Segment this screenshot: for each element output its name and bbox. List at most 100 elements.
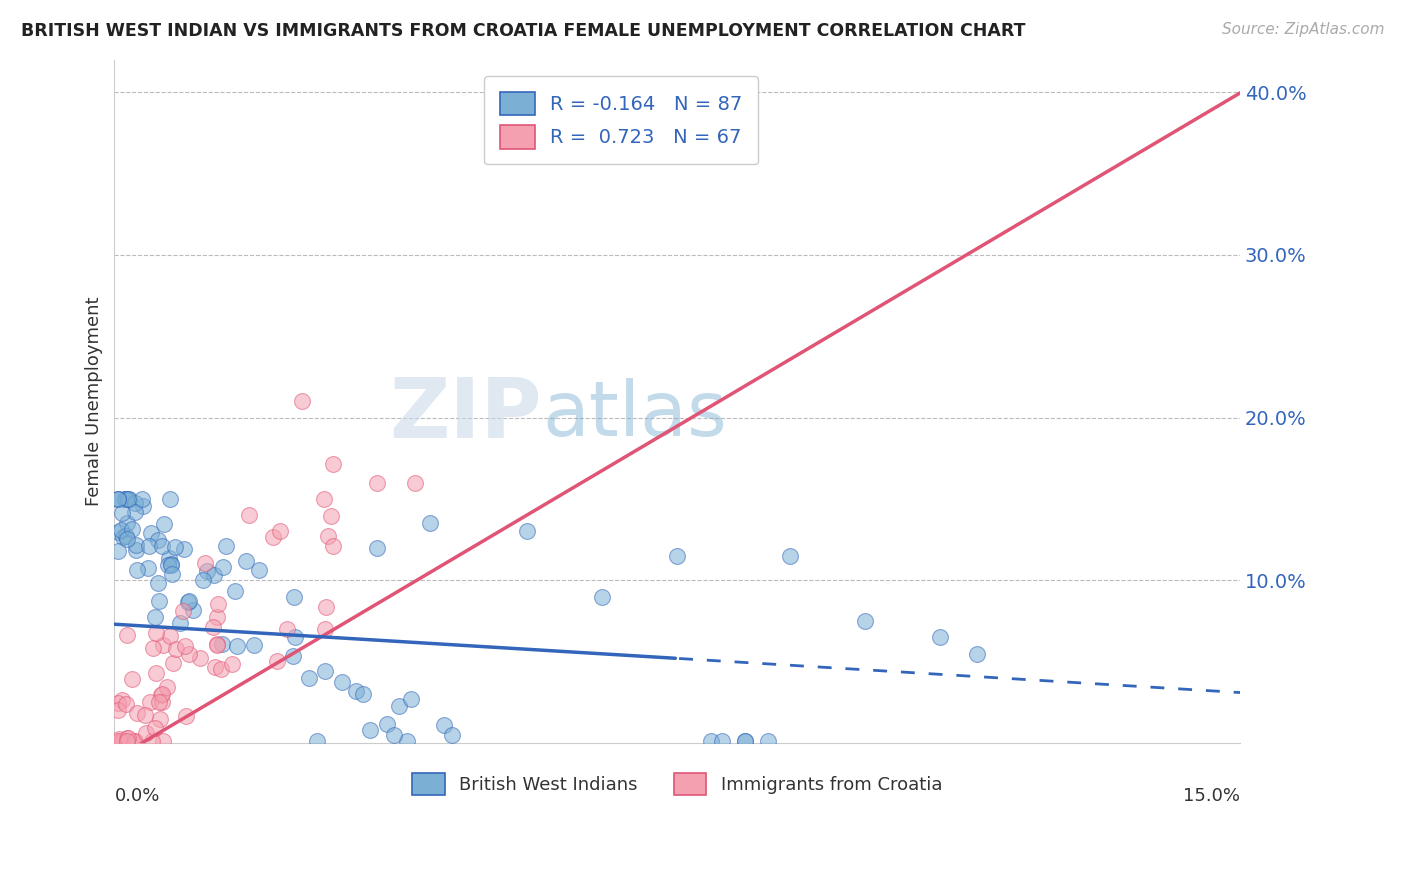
Point [138,540,160,554]
Point [201,620,224,634]
Point [139,525,162,540]
Point [141,734,163,748]
Point [314,622,336,636]
Point [114,529,136,543]
Point [108,734,131,748]
Point [172,604,194,618]
Point [205,637,228,651]
Point [124,496,146,510]
Point [159,491,181,506]
Point [235,554,257,568]
Point [115,516,138,531]
Point [107,524,129,539]
Point [134,707,156,722]
Point [145,610,167,624]
Point [150,539,173,553]
Point [114,491,136,506]
Point [156,680,179,694]
Point [107,491,129,506]
Point [388,698,411,713]
Point [221,657,243,672]
Point [211,637,233,651]
Point [122,734,145,748]
Point [149,688,172,702]
Point [207,639,229,653]
Point [152,638,174,652]
Point [115,628,138,642]
Point [247,563,270,577]
Point [177,647,200,661]
Point [165,541,187,555]
Point [124,505,146,519]
Point [226,639,249,653]
Point [115,491,138,506]
Point [404,475,426,490]
Point [284,630,307,644]
Point [359,723,381,738]
Point [124,734,146,748]
Point [215,539,238,553]
Point [177,595,200,609]
Point [107,697,129,711]
Point [112,530,135,544]
Point [266,654,288,668]
Point [238,508,260,523]
Point [148,712,170,726]
Point [107,544,129,558]
Point [169,615,191,630]
Point [107,734,129,748]
Point [148,695,170,709]
Point [118,491,141,506]
Point [183,603,205,617]
Point [283,590,305,604]
Point [107,491,129,506]
Point [122,734,145,748]
Point [734,734,756,748]
Point [591,590,613,604]
Point [110,523,132,537]
Y-axis label: Female Unemployment: Female Unemployment [86,296,103,506]
Point [121,672,143,686]
Point [174,639,197,653]
Legend: British West Indians, Immigrants from Croatia: British West Indians, Immigrants from Cr… [405,766,949,802]
Point [298,671,321,685]
Point [322,458,344,472]
Point [332,674,354,689]
Point [139,695,162,709]
Point [344,684,367,698]
Point [276,623,298,637]
Point [734,734,756,748]
Point [205,609,228,624]
Point [145,666,167,681]
Point [131,491,153,506]
Point [291,394,314,409]
Point [243,638,266,652]
Point [188,651,211,665]
Point [152,734,174,748]
Point [165,641,187,656]
Point [700,734,723,748]
Point [157,558,180,573]
Point [194,556,217,570]
Point [115,697,138,711]
Point [312,491,335,506]
Point [366,541,388,555]
Point [150,695,173,709]
Point [399,692,422,706]
Point [125,563,148,577]
Point [516,524,538,539]
Point [145,626,167,640]
Point [115,533,138,547]
Point [157,550,180,565]
Point [173,542,195,557]
Point [853,614,876,628]
Point [966,647,988,661]
Point [262,530,284,544]
Point [125,538,148,552]
Text: atlas: atlas [543,378,727,452]
Point [174,708,197,723]
Text: 0.0%: 0.0% [114,788,160,805]
Point [142,641,165,656]
Point [146,533,169,548]
Point [419,516,441,531]
